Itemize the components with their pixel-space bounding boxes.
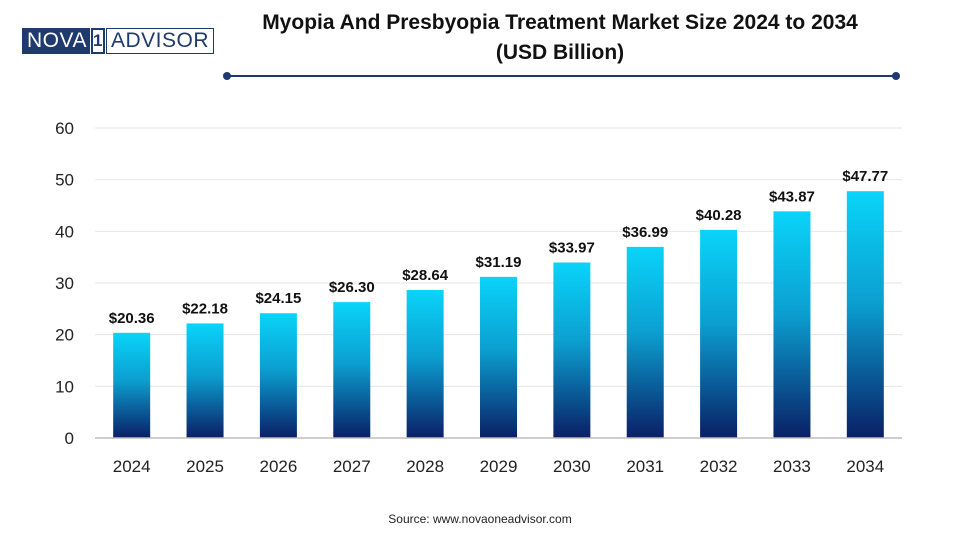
divider-right-dot [892,72,900,80]
bar-2029 [480,276,517,438]
y-tick-label: 40 [55,222,74,241]
bar-2034 [846,191,884,438]
x-tick-label-2025: 2025 [186,457,224,476]
y-tick-label: 30 [55,274,74,293]
y-tick-label: 20 [55,326,74,345]
logo-one-mark: 1 [90,28,105,54]
chart-title-line2: (USD Billion) [495,41,625,64]
bar-2033 [773,211,811,438]
x-tick-label-2024: 2024 [113,457,151,476]
x-tick-label-2032: 2032 [700,457,738,476]
data-label-2034: $47.77 [842,168,888,185]
x-tick-label-2029: 2029 [480,457,518,476]
data-label-2026: $24.15 [255,290,301,307]
bar-2027 [333,302,371,438]
bar-2030 [553,262,591,438]
y-tick-label: 50 [55,171,74,190]
data-label-2024: $20.36 [109,310,155,327]
x-tick-label-2026: 2026 [259,457,297,476]
data-label-2025: $22.18 [182,300,228,317]
bar-2026 [259,313,297,438]
bar-2028 [406,290,444,438]
bar-2024 [113,332,151,438]
data-label-2033: $43.87 [769,188,815,205]
data-label-2030: $33.97 [549,239,595,256]
x-tick-label-2033: 2033 [773,457,811,476]
bar-2032 [700,229,738,438]
data-labels: $20.36 $22.18 $24.15 $26.30 $28.64 $31.19 $33.… [109,168,889,327]
data-label-2032: $40.28 [696,207,742,224]
x-tick-label-2030: 2030 [553,457,591,476]
data-label-2029: $31.19 [476,254,522,271]
y-axis-labels: 0 10 20 30 40 50 60 [55,119,74,448]
y-tick-label: 60 [55,119,74,138]
bar-2025 [186,323,224,438]
data-label-2028: $28.64 [402,267,449,284]
logo-advisor-text: ADVISOR [105,28,214,54]
x-tick-label-2031: 2031 [626,457,664,476]
x-tick-label-2034: 2034 [846,457,884,476]
logo-nova-text: NOVA [22,28,90,54]
chart-title-line1: Myopia And Presbyopia Treatment Market S… [262,11,858,34]
divider-left-dot [223,72,231,80]
y-tick-label: 10 [55,377,74,396]
bar-2031 [626,246,664,438]
data-label-2027: $26.30 [329,279,375,296]
data-label-2031: $36.99 [622,224,668,241]
bars [113,191,884,438]
x-tick-label-2027: 2027 [333,457,371,476]
chart-title: Myopia And Presbyopia Treatment Market S… [200,8,920,68]
x-tick-label-2028: 2028 [406,457,444,476]
source-note: Source: www.novaoneadvisor.com [388,512,572,526]
novaoneadvisor-logo: NOVA 1 ADVISOR [22,28,214,54]
x-axis-labels: 2024 2025 2026 2027 2028 2029 2030 2031 2032 2033… [113,457,884,476]
title-divider [227,75,897,77]
y-tick-label: 0 [65,429,74,448]
